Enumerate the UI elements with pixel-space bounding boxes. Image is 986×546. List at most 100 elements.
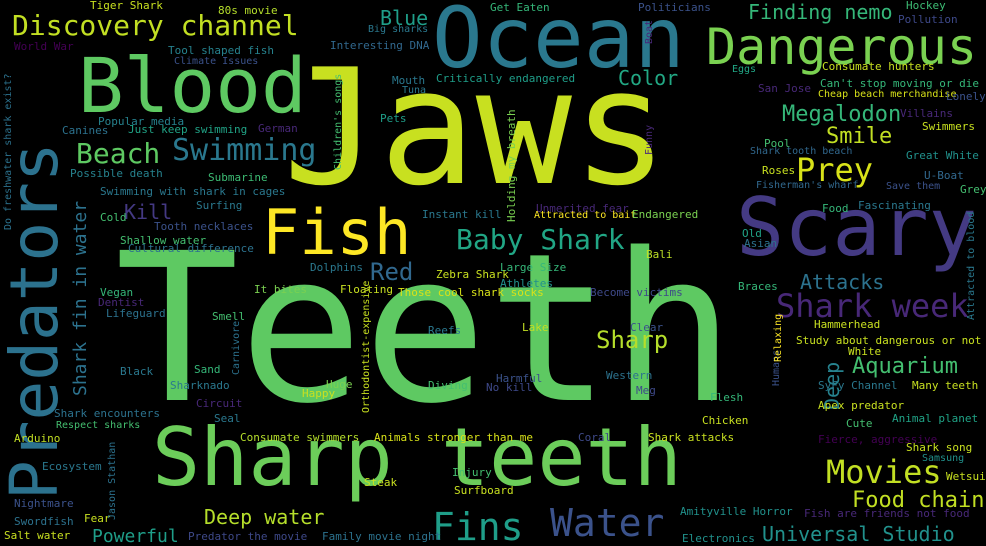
word-no-kill: No kill [486,381,533,394]
word-great-white: Great White [906,149,979,162]
word-lifeguard: Lifeguard [106,307,166,320]
word-swimming: Swimming [172,133,317,168]
word-shark-fin-in-water: Shark fin in water [70,200,91,396]
word-fish-are-friends: Fish are friends not food [804,507,970,520]
word-braces: Braces [738,280,778,293]
word-many-teeth: Many teeth [912,379,979,392]
word-respect-sharks: Respect sharks [56,420,141,431]
word-kill: Kill [124,200,173,224]
word-instant-kill: Instant kill [422,208,502,221]
word-sharp-teeth: Sharp teeth [152,411,682,504]
word-interesting-dna: Interesting DNA [330,39,430,52]
word-dentist: Dentist [98,296,145,309]
word-predator-the-movie: Predator the movie [188,530,308,543]
word-aquarium: Aquarium [852,354,958,379]
word-critically-endangered: Critically endangered [436,72,576,85]
word-amityville-horror: Amityville Horror [680,505,793,518]
word-shark-encounters: Shark encounters [54,407,160,420]
word-family-movie-night: Family movie night [322,530,442,543]
word-dolphins: Dolphins [310,261,363,274]
word-canines: Canines [62,124,109,137]
word-swordfish: Swordfish [14,515,74,528]
word-salt-water: Salt water [4,529,71,542]
word-fascinating: Fascinating [858,199,931,212]
word-swimmers: Swimmers [922,120,975,133]
word-cute: Cute [846,417,873,430]
word-san-jose: San Jose [758,82,811,95]
word-unmerited-fear: Unmerited fear [536,202,629,215]
word-u-boat: U-Boat [924,169,964,182]
word-samsung: Samsung [922,453,965,464]
word-discovery-channel: Discovery channel [12,9,299,42]
word-vegan: Vegan [100,286,134,299]
word-popular-media: Popular media [98,115,185,128]
word-surfboard: Surfboard [454,484,514,497]
word-climate-issues: Climate Issues [174,56,259,67]
word-cold: Cold [100,211,127,224]
word-steak: Steak [364,476,398,489]
word-surfing: Surfing [196,199,243,212]
word-funny: Funny [644,124,655,155]
word-baby-shark: Baby Shark [456,223,625,256]
word-save-them: Save them [886,181,941,192]
word-attracted-to-blood: Attracted to blood [966,211,977,320]
word-meg: Meg [636,384,656,397]
word-do-freshwater-shark-exist: Do freshwater shark exist? [3,73,14,230]
word-scary: Scary [736,181,977,274]
word-apex-predator: Apex predator [818,399,905,412]
word-shark-attacks: Shark attacks [648,431,735,444]
word-smile: Smile [826,124,893,149]
word-beach: Beach [76,137,161,170]
word-boat: Boat [644,19,655,44]
word-sharknado: Sharknado [170,379,230,392]
word-villains: Villains [900,107,953,120]
word-german: German [258,122,298,135]
word-bali: Bali [646,248,673,261]
word-movies: Movies [826,453,942,491]
word-seal: Seal [214,412,241,425]
word-childrens-songs: Children's songs [333,73,344,170]
word-electronics: Electronics [682,532,755,545]
word-old: Old [742,227,762,240]
word-those-cool-shark-socks: Those cool shark socks [398,286,544,299]
word-mouth: Mouth [392,74,426,87]
word-powerful: Powerful [92,526,179,546]
word-dangerous: Dangerous [706,18,977,76]
word-fins: Fins [432,505,524,546]
word-shark-tooth-beach: Shark tooth beach [750,146,853,157]
word-pets: Pets [380,112,407,125]
word-nightmare: Nightmare [14,497,74,510]
word-possible-death: Possible death [70,167,163,180]
word-tiger-shark: Tiger Shark [90,0,163,12]
word-hammerhead: Hammerhead [814,318,881,331]
word-fishermans-wharf: Fisherman's wharf [756,180,859,191]
word-arduino: Arduino [14,432,61,445]
word-wetsuit: Wetsuit [946,470,986,483]
word-prey: Prey [796,151,874,189]
word-food-chain: Food chain [852,488,985,513]
word-megalodon: Megalodon [782,102,902,127]
word-shallow-water: Shallow water [120,234,207,247]
word-carnivore: Carnivore [231,320,242,375]
word-orthodontist-expensive: Orthodontist-expensive [361,280,372,413]
word-eggs: Eggs [732,64,757,75]
word-consumate-swimmers: Consumate swimmers [240,431,360,444]
word-cheap-beach-merchandise: Cheap beach merchandise [818,89,957,100]
word-grey: Grey [960,183,986,196]
word-sharp: Sharp [596,326,669,354]
word-shark-song: Shark song [906,441,973,454]
word-tuna: Tuna [402,85,427,96]
word-animal-planet: Animal planet [892,412,979,425]
word-become-victims: Become victims [590,286,683,299]
word-athletes: Athletes [500,277,553,290]
word-harmful: Harmful [496,372,543,385]
word-get-eaten: Get Eaten [490,1,550,14]
word-blood: Blood [78,41,307,130]
word-animals-stronger: Animals stronger than me [374,431,533,444]
word-diving: Diving [428,379,468,392]
word-pollution: Pollution [898,13,958,26]
word-pool: Pool [764,137,791,150]
word-endangered: Endangered [632,208,699,221]
word-politicians: Politicians [638,1,711,14]
